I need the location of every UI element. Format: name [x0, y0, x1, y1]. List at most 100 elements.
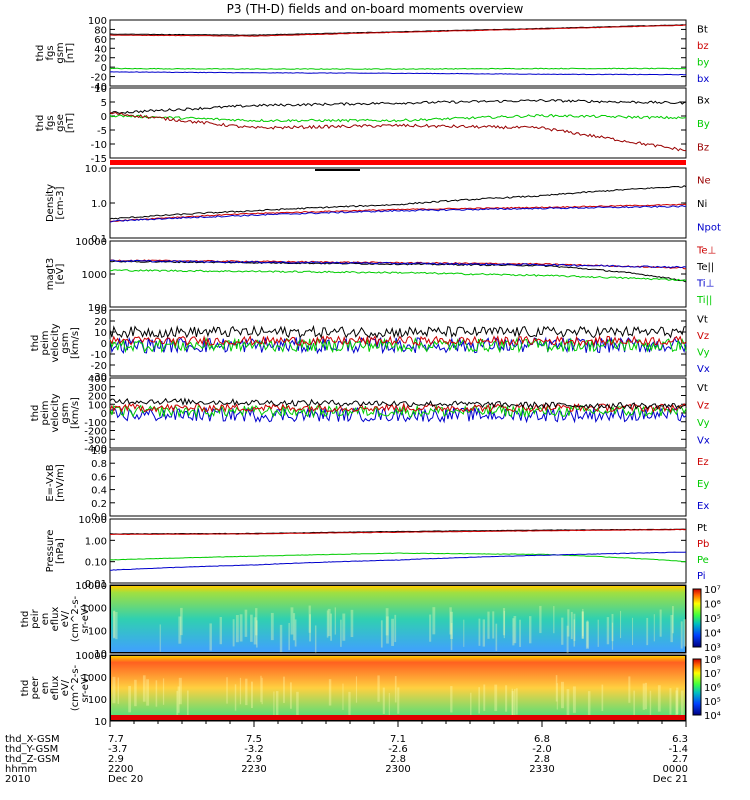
spectrogram-streak [642, 683, 645, 710]
spectrogram-streak [270, 612, 274, 641]
legend-Te⊥: Te⊥ [696, 245, 716, 256]
y-axis-label: [nPa] [55, 538, 66, 564]
y-axis-label: [km/s] [70, 327, 81, 359]
y-axis-label: magt3 [45, 258, 56, 291]
spectrogram-streak [676, 687, 679, 715]
x-row-label: thd_X-GSM [5, 734, 60, 745]
y-tick-label: -400 [84, 444, 107, 455]
x-tick-label: -3.7 [108, 744, 128, 755]
spectrogram-streak [601, 684, 604, 711]
y-axis-label: thd [30, 405, 41, 422]
panel-fgs-gsm [109, 19, 687, 87]
y-axis-label: peim [40, 400, 51, 425]
y-axis-label: [cm-3] [55, 186, 66, 219]
spectrogram [111, 586, 685, 652]
colorbar-label: 10⁷ [704, 669, 721, 680]
spectrogram-streak [186, 690, 189, 717]
spectrogram-streak [512, 618, 515, 646]
y-tick-label: 300 [88, 383, 107, 394]
spectrogram-streak [308, 605, 311, 633]
spectrogram-streak [394, 676, 397, 703]
legend-Vx: Vx [697, 435, 710, 446]
y-axis-label: [eV] [55, 264, 66, 285]
spectrogram-streak [478, 618, 481, 646]
y-tick-label: 0.8 [91, 459, 107, 470]
spectrogram-streak [386, 616, 389, 644]
y-axis-label: sr-eV) [80, 604, 91, 633]
y-tick-label: 100 [88, 695, 107, 706]
spectrogram-streak [328, 679, 332, 706]
x-tick-label: 2200 [108, 764, 133, 775]
spectrogram-streak [511, 691, 514, 718]
spectrogram-streak [342, 613, 346, 641]
spectrogram-streak [309, 614, 311, 642]
x-tick-label: 7.7 [108, 734, 124, 745]
y-tick-label: 20 [94, 317, 107, 328]
spectrogram-streak [273, 691, 275, 718]
Ti-perp-trace [109, 259, 687, 269]
spectrogram-streak [253, 617, 257, 645]
spectrogram-streak [113, 610, 116, 638]
by-trace [109, 67, 687, 70]
spectrogram-streak [382, 687, 385, 715]
spectrogram-streak [388, 692, 390, 720]
panel-efield [109, 449, 687, 517]
y-tick-label: 0 [101, 339, 107, 350]
spectrogram-streak [611, 613, 614, 642]
y-tick-label: 1000 [82, 270, 107, 281]
spectrogram-streak [529, 616, 532, 644]
spectrogram-streak [134, 679, 137, 707]
spectrogram-streak [628, 676, 631, 703]
spectrogram-streak [572, 686, 576, 713]
spectrogram-streak [296, 691, 299, 719]
spectrogram-streak [681, 690, 684, 717]
x-tick-label: 6.8 [534, 734, 550, 745]
legend-Te||: Te|| [696, 262, 714, 273]
spectrogram-streak [659, 609, 662, 637]
y-tick-label: 10000 [75, 237, 107, 248]
y-axis-label: thd [20, 680, 31, 697]
spectrogram-streak [680, 621, 683, 649]
Pi-trace [109, 551, 687, 571]
spectrogram [111, 656, 685, 720]
x-tick-label: 7.1 [390, 734, 406, 745]
spectrogram-streak [450, 611, 453, 639]
x-tick-label: -2.0 [532, 744, 552, 755]
legend-Bt: Bt [697, 24, 708, 35]
spectrogram-streak [377, 675, 380, 702]
spectrogram-streak [487, 611, 490, 639]
legend-Ey: Ey [697, 479, 709, 490]
spectrogram-streak [155, 680, 158, 707]
spectrogram-streak [669, 688, 672, 715]
x-tick-label: Dec 21 [653, 774, 688, 785]
mode-bar-marker [315, 169, 360, 171]
page-title: P3 (TH-D) fields and on-board moments ov… [226, 2, 524, 16]
spectrogram-streak [561, 617, 564, 645]
legend-by: by [697, 57, 709, 68]
colorbar-label: 10⁵ [704, 697, 721, 708]
legend-Vt: Vt [697, 383, 708, 394]
y-axis-label: thd [20, 611, 31, 628]
spectrogram-streak [553, 606, 555, 634]
y-tick-label: 10.00 [78, 515, 107, 526]
y-tick-label: -40 [91, 82, 107, 93]
x-tick-label: 2300 [385, 764, 410, 775]
Ni-trace [109, 185, 687, 220]
spectrogram-streak [482, 619, 486, 647]
y-tick-label: 30 [94, 306, 107, 317]
Npot-trace [109, 205, 687, 223]
spectrogram-streak [234, 684, 237, 711]
panel-pressure [109, 518, 687, 584]
spectrogram-streak [397, 687, 400, 714]
spectrogram-streak [503, 610, 505, 639]
legend-Vx: Vx [697, 364, 710, 375]
Vy-trace [109, 336, 687, 354]
spectrogram-streak [394, 614, 397, 643]
y-tick-label: 1.00 [85, 536, 107, 547]
y-tick-label: 5 [101, 98, 107, 109]
y-tick-label: -200 [84, 427, 107, 438]
spectrogram-streak [385, 608, 389, 636]
spectrogram-streak [334, 607, 336, 635]
spectrogram-streak [159, 624, 161, 652]
spectrogram-streak [606, 617, 610, 645]
